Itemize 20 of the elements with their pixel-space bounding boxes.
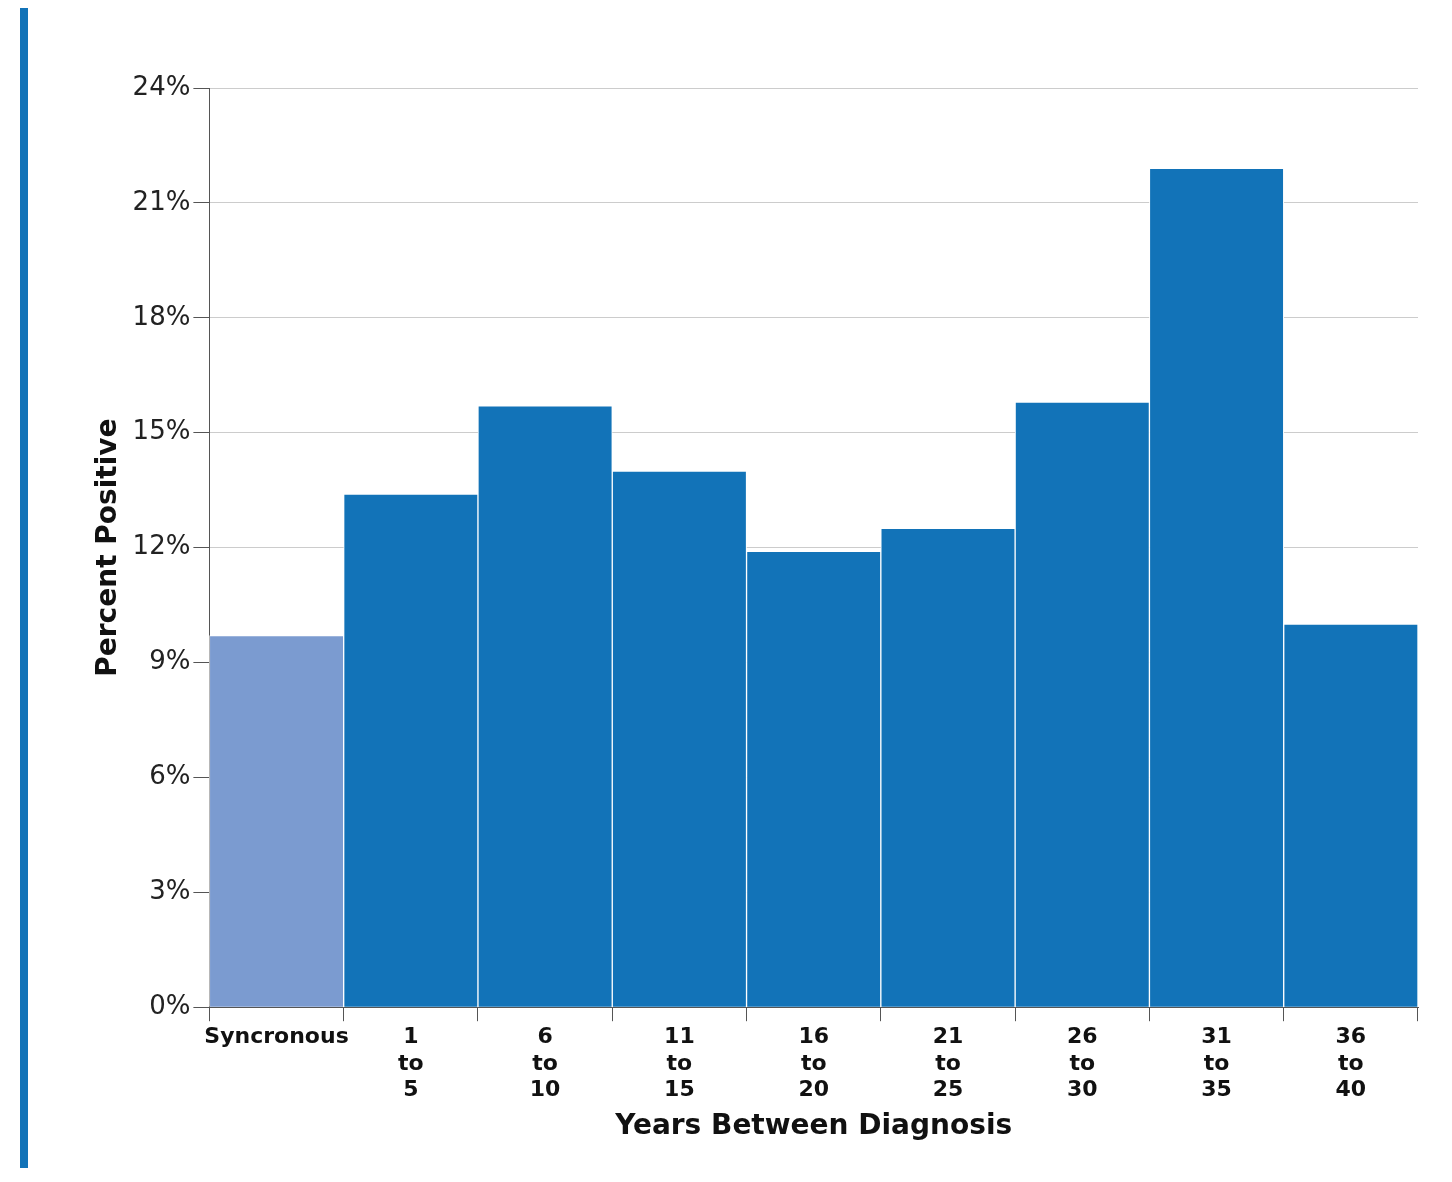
x-tick-label: 6 to 10 xyxy=(529,1023,561,1101)
y-tick-label: 21% xyxy=(132,185,191,216)
y-tick-label: 12% xyxy=(132,530,191,561)
y-tick-label: 6% xyxy=(149,760,191,791)
x-tick-label: 31 to 35 xyxy=(1201,1023,1232,1101)
y-axis-title: Percent Positive xyxy=(90,418,124,677)
x-tick-label: 21 to 25 xyxy=(932,1023,964,1101)
y-tick-label: 15% xyxy=(132,415,191,446)
x-tick-label: 26 to 30 xyxy=(1066,1023,1098,1101)
y-tick-label: 3% xyxy=(149,875,191,906)
x-tick-label: 1 to 5 xyxy=(398,1023,424,1101)
y-tick-label: 24% xyxy=(132,70,191,101)
x-tick-label: 16 to 20 xyxy=(798,1023,830,1101)
x-tick-label: 36 to 40 xyxy=(1335,1023,1367,1101)
y-tick-label: 9% xyxy=(149,645,191,676)
x-tick-label: Syncronous xyxy=(204,1023,349,1049)
y-tick-label: 0% xyxy=(149,989,191,1020)
y-tick-label: 18% xyxy=(132,300,191,331)
x-tick-label: 11 to 15 xyxy=(664,1023,695,1101)
x-axis-title: Years Between Diagnosis xyxy=(614,1108,1013,1142)
